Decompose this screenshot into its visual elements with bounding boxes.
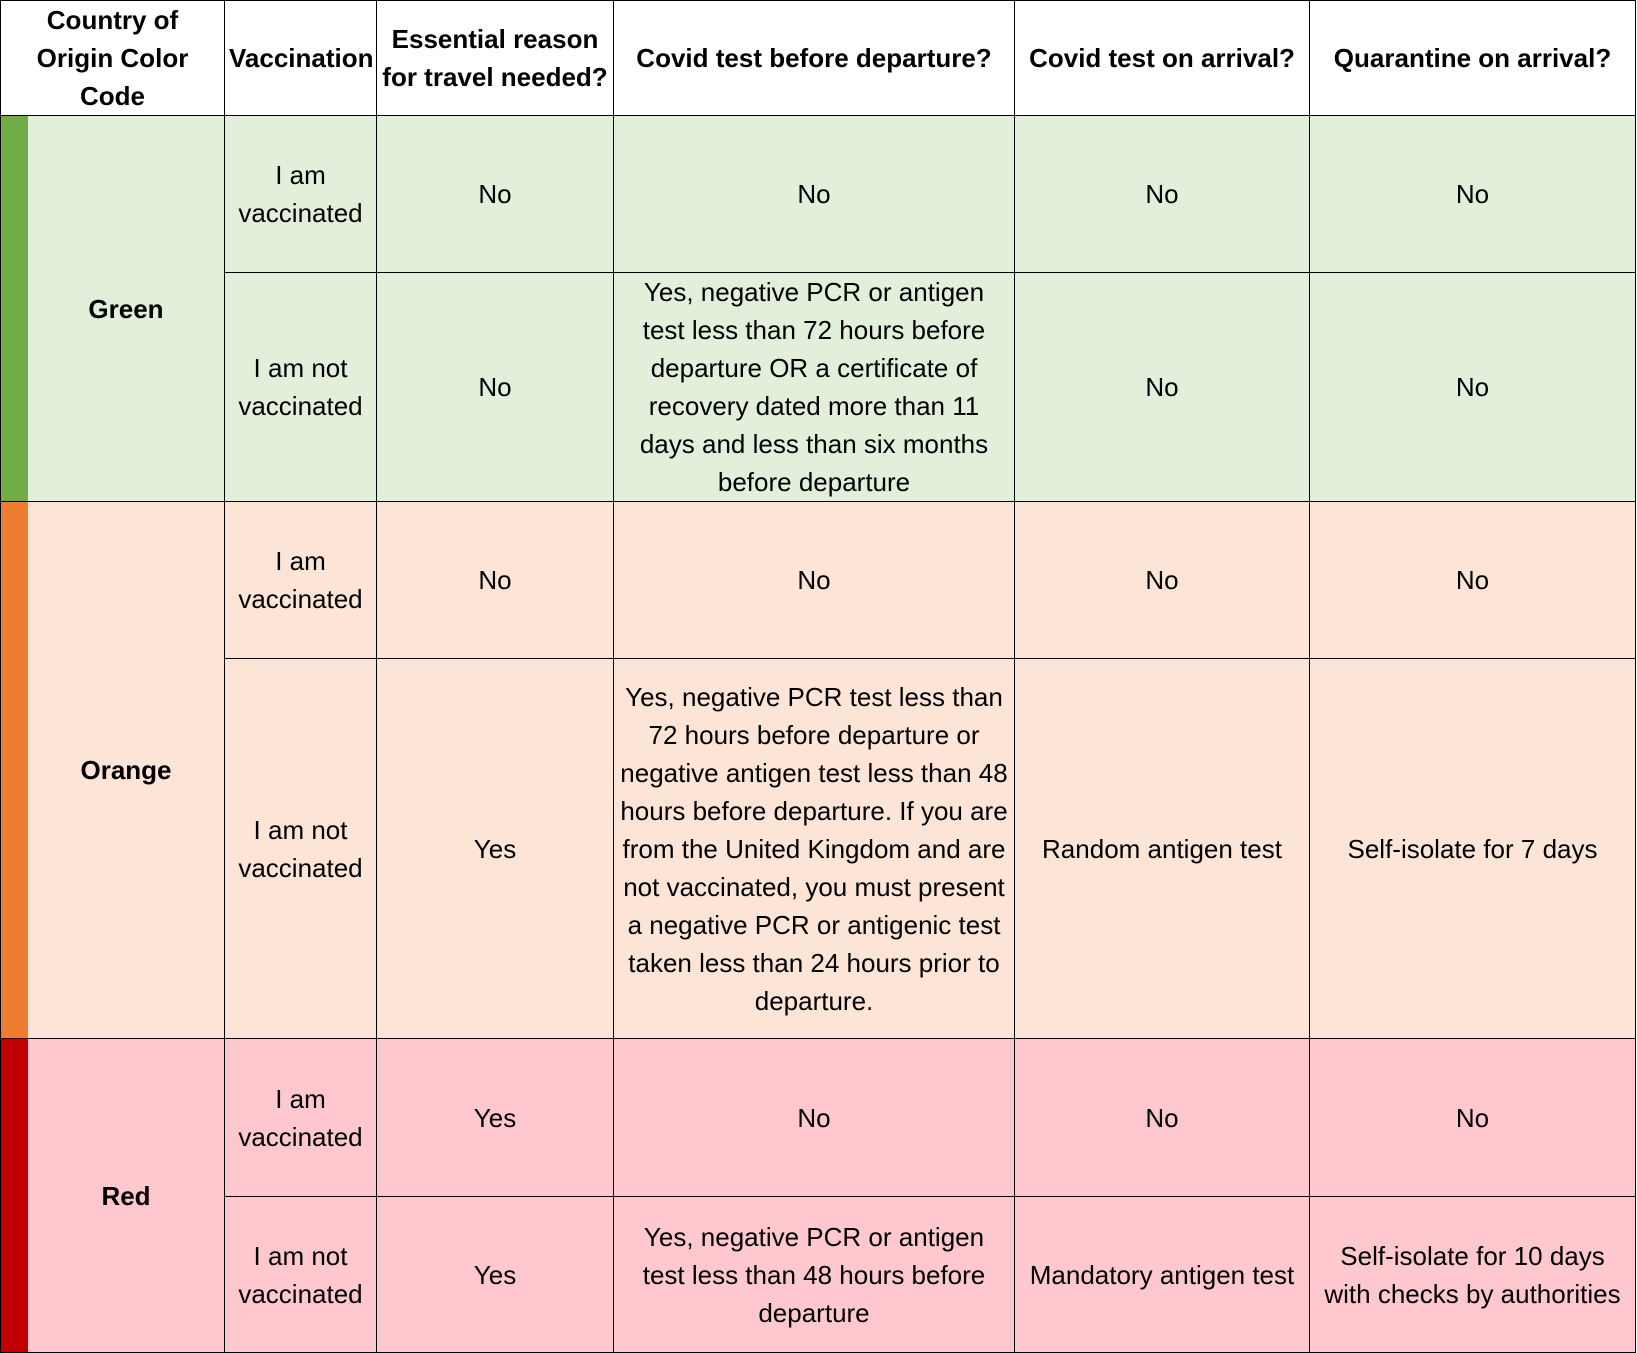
header-test-before-departure: Covid test before departure? xyxy=(613,0,1015,116)
test-before-cell: Yes, negative PCR or antigen test less t… xyxy=(613,1196,1015,1353)
test-arrival-cell: Random antigen test xyxy=(1014,658,1310,1039)
country-code-cell-green: Green xyxy=(0,115,225,502)
country-code-label: Green xyxy=(88,293,164,324)
test-arrival-cell: No xyxy=(1014,272,1310,502)
quarantine-cell: Self-isolate for 7 days xyxy=(1309,658,1636,1039)
test-before-cell: No xyxy=(613,115,1015,273)
vaccination-cell: I am vaccinated xyxy=(224,1038,377,1197)
essential-reason-cell: No xyxy=(376,272,614,502)
quarantine-cell: No xyxy=(1309,1038,1636,1197)
test-before-cell: No xyxy=(613,1038,1015,1197)
vaccination-cell: I am vaccinated xyxy=(224,115,377,273)
table-row-red-not-vaccinated: I am not vaccinated Yes Yes, negative PC… xyxy=(1,1196,1636,1353)
header-quarantine: Quarantine on arrival? xyxy=(1309,0,1636,116)
essential-reason-cell: Yes xyxy=(376,658,614,1039)
quarantine-cell: No xyxy=(1309,115,1636,273)
country-code-cell-orange: Orange xyxy=(0,501,225,1039)
vaccination-cell: I am vaccinated xyxy=(224,501,377,659)
table-row-red-vaccinated: Red I am vaccinated Yes No No No xyxy=(0,1038,1636,1353)
vaccination-cell: I am not vaccinated xyxy=(224,272,377,502)
essential-reason-cell: No xyxy=(376,501,614,659)
essential-reason-cell: Yes xyxy=(376,1196,614,1353)
country-code-label: Red xyxy=(101,1180,151,1211)
header-test-on-arrival: Covid test on arrival? xyxy=(1014,0,1310,116)
orange-color-strip xyxy=(1,502,28,1038)
test-arrival-cell: No xyxy=(1014,1038,1310,1197)
essential-reason-cell: No xyxy=(376,115,614,273)
country-code-label: Orange xyxy=(80,755,172,785)
vaccination-cell: I am not vaccinated xyxy=(224,658,377,1039)
quarantine-cell: No xyxy=(1309,272,1636,502)
test-arrival-cell: No xyxy=(1014,115,1310,273)
header-country-color-code: Country of Origin Color Code xyxy=(0,0,225,116)
quarantine-cell: Self-isolate for 10 days with checks by … xyxy=(1309,1196,1636,1353)
green-color-strip xyxy=(1,116,28,501)
vaccination-cell: I am not vaccinated xyxy=(224,1196,377,1353)
header-row: Country of Origin Color Code Vaccination… xyxy=(0,0,1636,116)
header-vaccination: Vaccination xyxy=(224,0,377,116)
test-arrival-cell: Mandatory antigen test xyxy=(1014,1196,1310,1353)
table-row-green-not-vaccinated: I am not vaccinated No Yes, negative PCR… xyxy=(1,272,1636,502)
table-row-orange-not-vaccinated: I am not vaccinated Yes Yes, negative PC… xyxy=(1,658,1636,1039)
test-before-cell: No xyxy=(613,501,1015,659)
red-color-strip xyxy=(1,1039,28,1352)
test-before-cell: Yes, negative PCR test less than 72 hour… xyxy=(613,658,1015,1039)
quarantine-cell: No xyxy=(1309,501,1636,659)
country-code-cell-red: Red xyxy=(0,1038,225,1353)
table-row-green-vaccinated: Green I am vaccinated No No No No xyxy=(0,115,1636,502)
test-arrival-cell: No xyxy=(1014,501,1310,659)
table-row-orange-vaccinated: Orange I am vaccinated No No No No xyxy=(0,501,1636,1039)
test-before-cell: Yes, negative PCR or antigen test less t… xyxy=(613,272,1015,502)
essential-reason-cell: Yes xyxy=(376,1038,614,1197)
header-essential-reason: Essential reason for travel needed? xyxy=(376,0,614,116)
